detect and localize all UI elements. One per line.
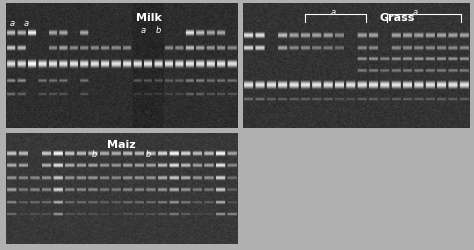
Text: a: a [412, 8, 418, 16]
Text: Maiz: Maiz [107, 139, 136, 149]
Text: a: a [10, 19, 15, 28]
Text: Grass: Grass [379, 12, 414, 22]
Text: b: b [145, 149, 151, 158]
Text: b: b [155, 26, 161, 35]
Text: a: a [24, 19, 29, 28]
Text: a: a [331, 8, 336, 16]
Text: Milk: Milk [136, 12, 162, 22]
Text: a: a [141, 26, 146, 35]
Text: b: b [92, 149, 98, 158]
